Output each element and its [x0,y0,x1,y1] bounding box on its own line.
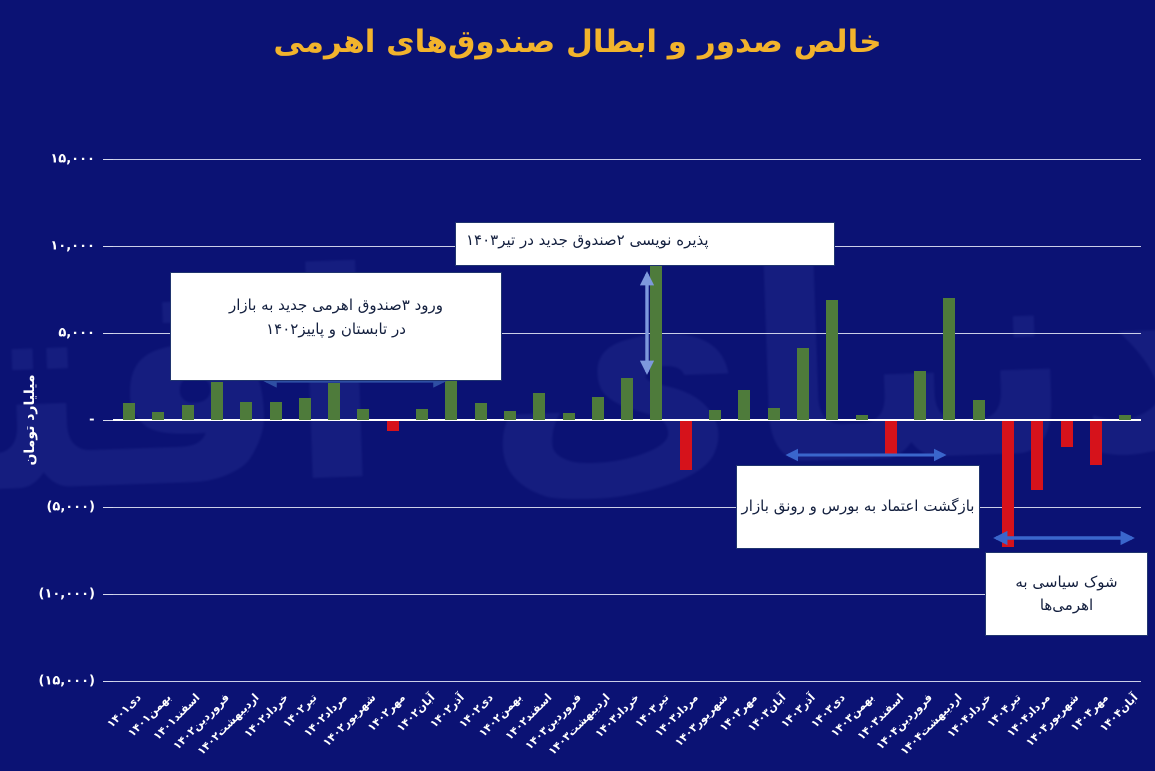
bar-issuance [298,398,311,420]
y-axis-tick [103,420,113,421]
gridline [113,507,1141,508]
callout-market-trust-return: بازگشت اعتماد به بورس و رونق بازار [736,465,980,549]
bar-issuance [416,408,428,420]
y-axis-tick [103,159,113,160]
bar-redemption [386,421,399,432]
bar-issuance [914,371,927,420]
bar-issuance [533,393,546,420]
y-axis-tick [103,594,113,595]
bar-redemption [1002,421,1014,548]
bar-issuance [562,413,575,420]
bar-issuance [767,407,780,420]
y-axis-tick-label: (۵,۰۰۰) [46,499,95,515]
y-axis-tick-label: ۵,۰۰۰ [58,325,95,341]
y-axis-tick [103,246,113,247]
bar-issuance [709,409,721,420]
callout-text: پذیره نویسی ۲صندوق جدید در تیر۱۴۰۳ [466,231,709,250]
y-axis-tick-label: (۱۰,۰۰۰) [38,586,95,602]
y-axis-tick [103,681,113,682]
zero-axis-line [113,419,1141,421]
y-axis-tick-label: ۱۵,۰۰۰ [50,151,95,167]
bar-issuance [357,408,370,420]
bar-issuance [650,265,663,420]
bar-issuance [123,402,135,420]
y-axis-tick-label: (۱۵,۰۰۰) [38,673,95,689]
bar-issuance [943,298,956,420]
bar-issuance [826,299,839,420]
bar-issuance [152,412,165,420]
callout-new-funds-tir-1403: پذیره نویسی ۲صندوق جدید در تیر۱۴۰۳ [455,222,835,266]
callout-text: بازگشت اعتماد به بورس و رونق بازار [741,497,975,516]
callout-text: ورود ۳صندوق اهرمی جدید به بازار در تابست… [228,296,444,338]
bar-issuance [738,389,751,420]
callout-political-shock: شوک سیاسی به اهرمی‌ها [985,552,1148,636]
gridline [113,333,1141,334]
chart-title: خالص صدور و ابطال صندوق‌های اهرمی [273,24,882,60]
bar-issuance [591,396,604,420]
y-axis-tick [103,333,113,334]
bar-redemption [679,421,692,470]
gridline [113,594,1141,595]
bar-issuance [1119,415,1132,420]
bar-issuance [445,380,458,420]
gridline [113,159,1141,160]
y-axis-tick-label: ۱۰,۰۰۰ [50,238,95,254]
bar-issuance [503,411,516,420]
bar-redemption [884,421,897,455]
bar-issuance [269,401,282,420]
bar-issuance [972,399,985,420]
bar-issuance [621,378,634,420]
bar-issuance [240,401,253,420]
y-axis-tick-label: - [89,412,95,428]
bar-issuance [796,347,809,420]
y-axis-tick [103,507,113,508]
bar-redemption [1031,421,1044,490]
bar-issuance [855,414,868,420]
bar-issuance [474,402,487,420]
bar-issuance [181,405,194,420]
callout-text: شوک سیاسی به اهرمی‌ها [1015,572,1118,614]
bar-issuance [328,383,341,420]
bar-redemption [1089,421,1102,466]
gridline [113,681,1141,682]
bar-redemption [1060,421,1073,448]
callout-three-new-funds-1402: ورود ۳صندوق اهرمی جدید به بازار در تابست… [170,272,502,381]
bar-issuance [210,381,223,420]
